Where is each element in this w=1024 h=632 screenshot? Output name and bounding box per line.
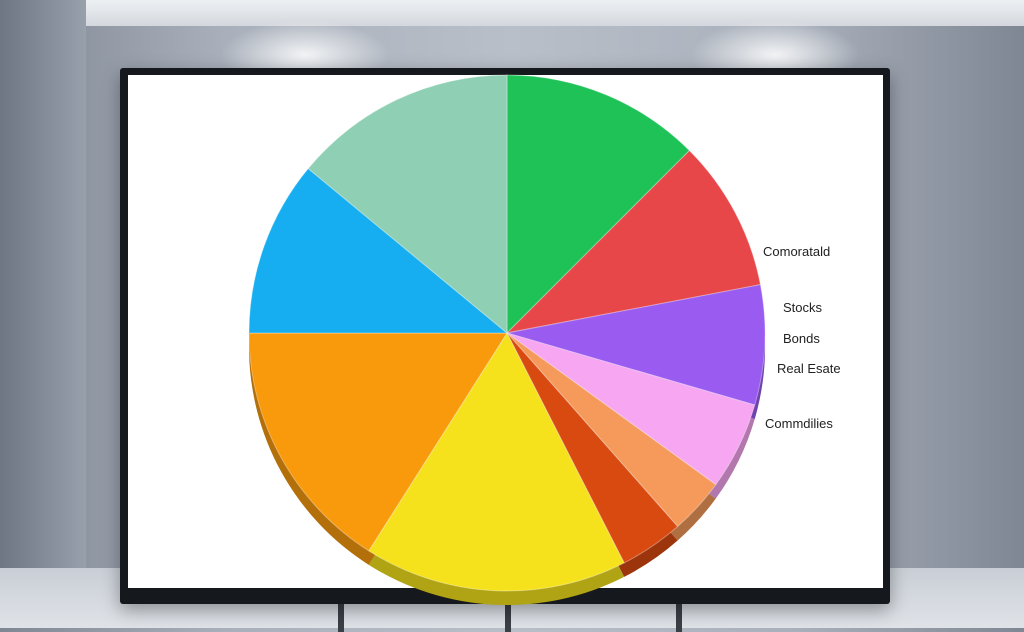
legend-label-0: Comoratald — [763, 244, 831, 259]
pie-slice-3 — [506, 332, 756, 486]
legend-label-3: Real Esate — [777, 361, 841, 376]
pie-slice-2 — [506, 284, 766, 406]
pie-slice-9 — [307, 74, 508, 335]
pie-slice-0 — [506, 74, 691, 335]
pie-slice-6 — [368, 331, 625, 592]
pie-slice-7 — [248, 332, 508, 552]
pie-slice-1 — [505, 149, 762, 334]
stand-leg-right — [676, 598, 682, 632]
pie-slice-4 — [506, 332, 717, 528]
stand-leg-center — [505, 598, 511, 632]
pie-slice-8 — [248, 167, 509, 334]
ceiling — [0, 0, 1024, 26]
pie-slice-5 — [506, 332, 679, 564]
legend-label-4: Commdilies — [765, 416, 833, 431]
legend-label-1: Stocks — [783, 300, 823, 315]
legend-label-2: Bonds — [783, 331, 820, 346]
stand-leg-left — [338, 598, 344, 632]
pie-slices-layer — [248, 74, 766, 592]
left-wall — [0, 0, 86, 575]
